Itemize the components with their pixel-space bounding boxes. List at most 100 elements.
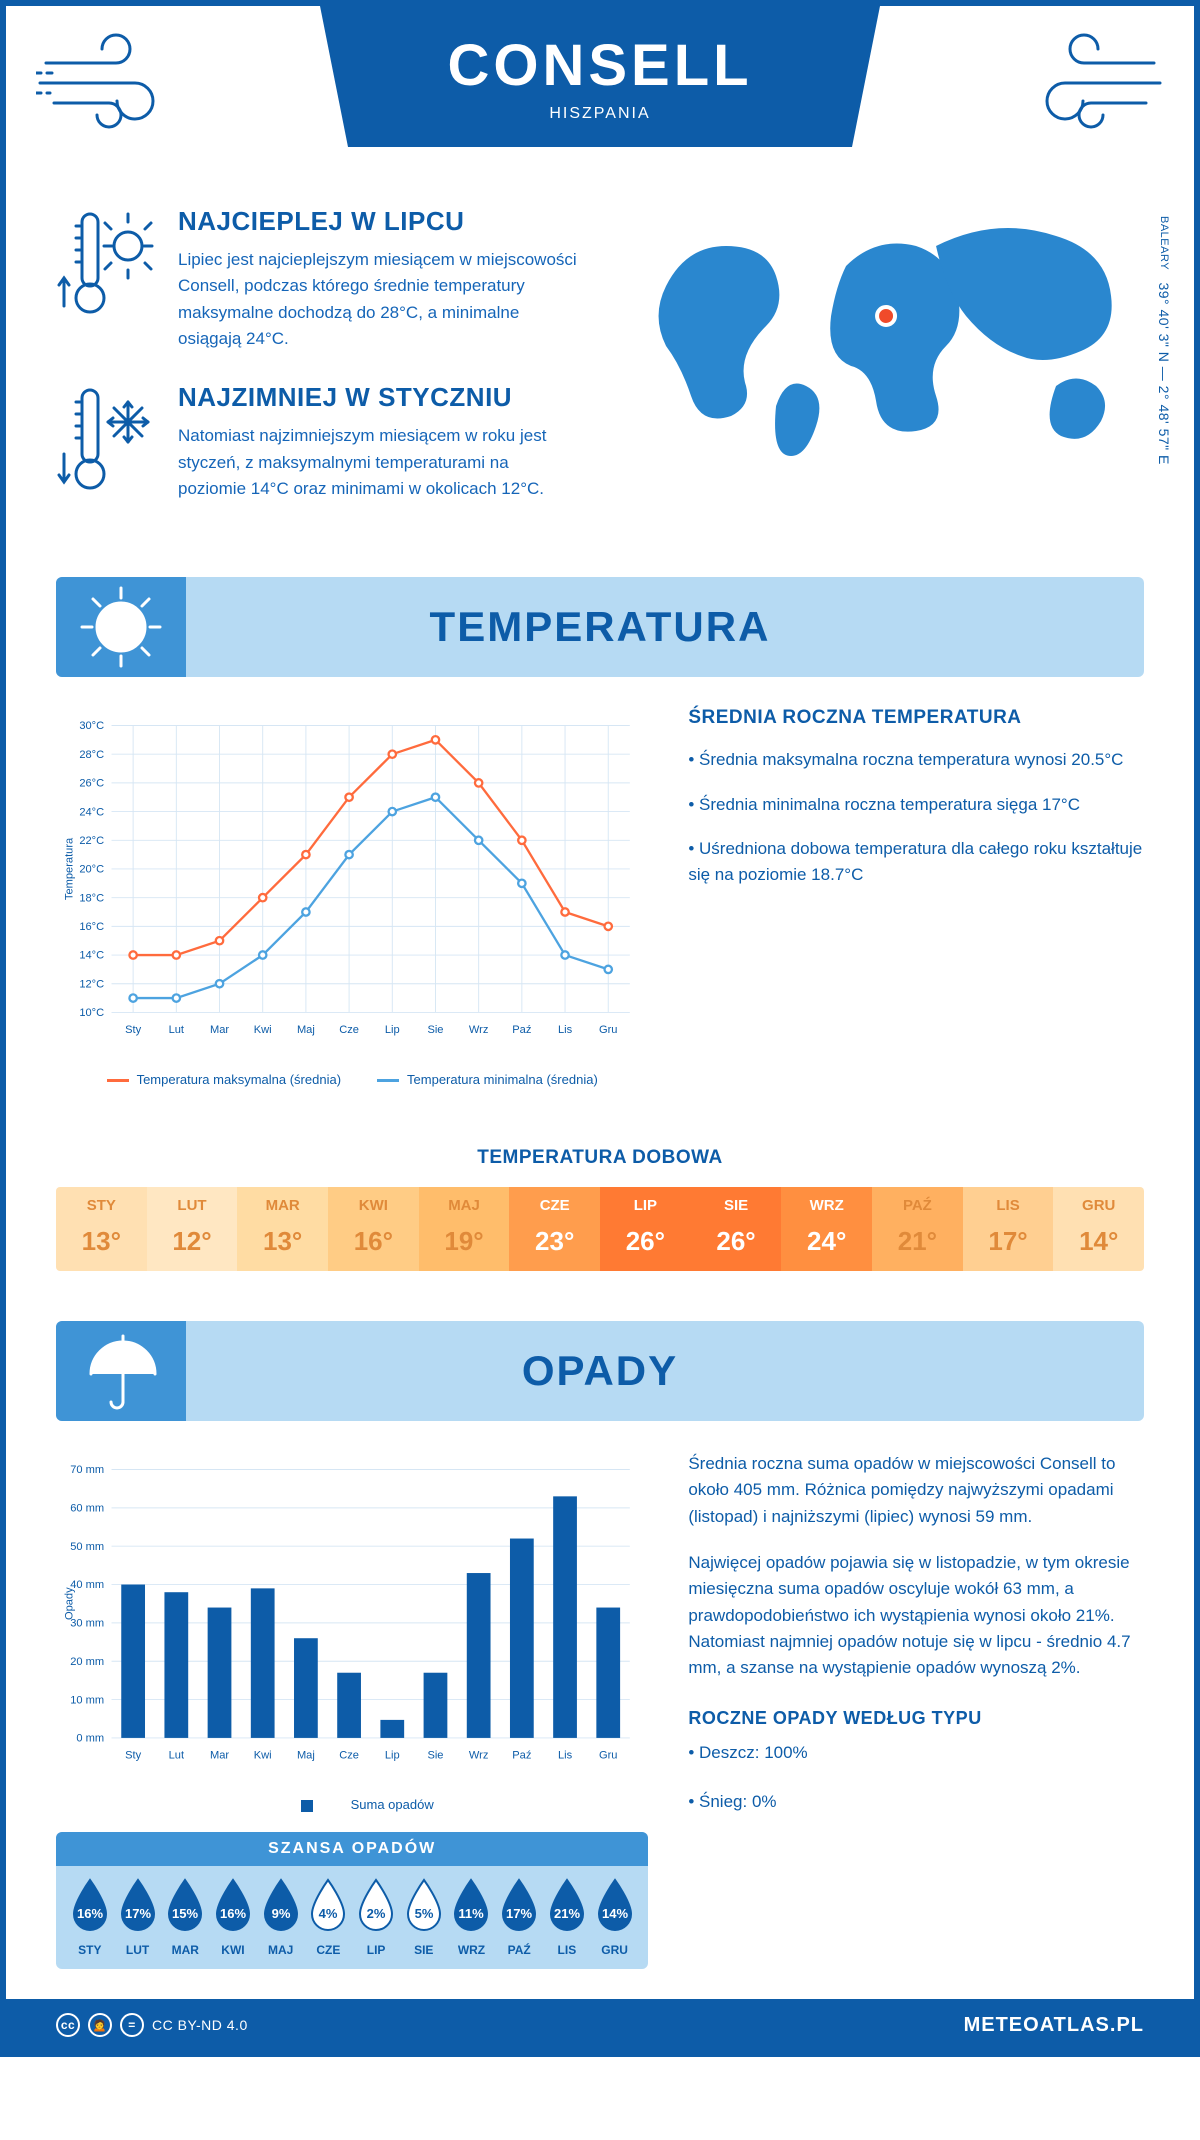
- svg-text:10 mm: 10 mm: [70, 1694, 104, 1706]
- site-name: METEOATLAS.PL: [964, 2014, 1144, 2037]
- svg-text:Sie: Sie: [427, 1749, 443, 1761]
- wind-icon: [36, 28, 186, 138]
- svg-text:12°C: 12°C: [79, 979, 104, 991]
- svg-text:70 mm: 70 mm: [70, 1464, 104, 1476]
- svg-text:Cze: Cze: [339, 1749, 359, 1761]
- daily-temp-cell: MAJ19°: [419, 1187, 510, 1271]
- daily-temp-cell: LIP26°: [600, 1187, 691, 1271]
- svg-text:Lis: Lis: [558, 1024, 573, 1036]
- chance-cell: 21% LIS: [543, 1878, 591, 1957]
- svg-text:Wrz: Wrz: [469, 1749, 489, 1761]
- temperature-legend: Temperatura maksymalna (średnia) Tempera…: [56, 1072, 648, 1087]
- legend-max: Temperatura maksymalna (średnia): [107, 1072, 341, 1087]
- svg-text:16%: 16%: [77, 1906, 103, 1921]
- daily-temp-cell: PAŹ21°: [872, 1187, 963, 1271]
- precipitation-bar-chart: 0 mm10 mm20 mm30 mm40 mm50 mm60 mm70 mmS…: [56, 1451, 648, 1784]
- chance-cell: 4% CZE: [305, 1878, 353, 1957]
- fact-cold-body: Natomiast najzimniejszym miesiącem w rok…: [178, 423, 578, 502]
- avg-annual-bullet: • Średnia minimalna roczna temperatura s…: [688, 792, 1144, 818]
- svg-text:Cze: Cze: [339, 1024, 359, 1036]
- umbrella-icon: [56, 1321, 186, 1421]
- nd-icon: =: [120, 2013, 144, 2037]
- coordinates: BALEARY 39° 40' 3" N — 2° 48' 57" E: [1156, 216, 1172, 465]
- svg-text:16%: 16%: [220, 1906, 246, 1921]
- svg-text:21%: 21%: [554, 1906, 580, 1921]
- svg-text:Kwi: Kwi: [254, 1024, 272, 1036]
- section-temperature-title: TEMPERATURA: [430, 603, 771, 651]
- header-banner: CONSELL HISZPANIA: [320, 6, 880, 147]
- precip-para-2: Najwięcej opadów pojawia się w listopadz…: [688, 1550, 1144, 1682]
- fact-hot-body: Lipiec jest najcieplejszym miesiącem w m…: [178, 247, 578, 352]
- daily-temp-cell: SIE26°: [691, 1187, 782, 1271]
- svg-text:50 mm: 50 mm: [70, 1541, 104, 1553]
- daily-temp-strip: STY13°LUT12°MAR13°KWI16°MAJ19°CZE23°LIP2…: [56, 1187, 1144, 1271]
- daily-temp-cell: LUT12°: [147, 1187, 238, 1271]
- svg-text:28°C: 28°C: [79, 749, 104, 761]
- legend-sum: Suma opadów: [321, 1797, 434, 1812]
- svg-text:22°C: 22°C: [79, 835, 104, 847]
- svg-text:Sie: Sie: [427, 1024, 443, 1036]
- svg-text:20 mm: 20 mm: [70, 1656, 104, 1668]
- svg-text:Kwi: Kwi: [254, 1749, 272, 1761]
- precip-type-bullet: • Deszcz: 100%: [688, 1739, 1144, 1768]
- daily-temp-cell: KWI16°: [328, 1187, 419, 1271]
- svg-text:11%: 11%: [459, 1906, 485, 1921]
- chance-cell: 9% MAJ: [257, 1878, 305, 1957]
- chance-cell: 17% LUT: [114, 1878, 162, 1957]
- temperature-line-chart: 10°C12°C14°C16°C18°C20°C22°C24°C26°C28°C…: [56, 707, 648, 1087]
- svg-text:18°C: 18°C: [79, 893, 104, 905]
- svg-text:Paź: Paź: [512, 1749, 531, 1761]
- section-temperature-banner: TEMPERATURA: [56, 577, 1144, 677]
- chance-title: SZANSA OPADÓW: [56, 1832, 648, 1866]
- chance-box: SZANSA OPADÓW 16% STY 17% LUT 15% MAR 16…: [56, 1832, 648, 1969]
- wind-icon: [1014, 28, 1164, 138]
- fact-hot: NAJCIEPLEJ W LIPCU Lipiec jest najcieple…: [56, 206, 598, 352]
- chance-cell: 14% GRU: [591, 1878, 639, 1957]
- svg-text:Lip: Lip: [385, 1749, 400, 1761]
- svg-text:17%: 17%: [125, 1906, 151, 1921]
- daily-temp-cell: STY13°: [56, 1187, 147, 1271]
- header: CONSELL HISZPANIA: [6, 6, 1194, 196]
- avg-annual-title: ŚREDNIA ROCZNA TEMPERATURA: [688, 707, 1144, 729]
- section-precipitation-banner: OPADY: [56, 1321, 1144, 1421]
- region-label: BALEARY: [1158, 216, 1170, 270]
- chance-cell: 2% LIP: [352, 1878, 400, 1957]
- daily-temp-cell: CZE23°: [509, 1187, 600, 1271]
- svg-text:4%: 4%: [319, 1906, 338, 1921]
- svg-text:26°C: 26°C: [79, 778, 104, 790]
- daily-temp-cell: GRU14°: [1053, 1187, 1144, 1271]
- avg-annual-bullet: • Uśredniona dobowa temperatura dla całe…: [688, 836, 1144, 889]
- svg-text:Maj: Maj: [297, 1749, 315, 1761]
- chance-cell: 15% MAR: [161, 1878, 209, 1957]
- precip-type-title: ROCZNE OPADY WEDŁUG TYPU: [688, 1708, 1144, 1729]
- thermometer-snow-icon: [56, 382, 156, 507]
- chance-cell: 16% STY: [66, 1878, 114, 1957]
- footer: cc 🙍 = CC BY-ND 4.0 METEOATLAS.PL: [6, 1999, 1194, 2051]
- city-title: CONSELL: [330, 32, 870, 99]
- daily-temp-cell: WRZ24°: [781, 1187, 872, 1271]
- svg-text:Sty: Sty: [125, 1749, 141, 1761]
- svg-text:17%: 17%: [506, 1906, 532, 1921]
- svg-text:30°C: 30°C: [79, 721, 104, 733]
- svg-text:Opady: Opady: [64, 1587, 76, 1620]
- svg-text:16°C: 16°C: [79, 921, 104, 933]
- daily-temp-cell: MAR13°: [237, 1187, 328, 1271]
- chance-cell: 16% KWI: [209, 1878, 257, 1957]
- svg-text:Maj: Maj: [297, 1024, 315, 1036]
- svg-text:9%: 9%: [271, 1906, 290, 1921]
- avg-annual-bullet: • Średnia maksymalna roczna temperatura …: [688, 747, 1144, 773]
- svg-text:10°C: 10°C: [79, 1008, 104, 1020]
- svg-text:14°C: 14°C: [79, 950, 104, 962]
- svg-text:Temperatura: Temperatura: [64, 837, 76, 900]
- svg-text:Lut: Lut: [169, 1024, 184, 1036]
- svg-text:Lut: Lut: [169, 1749, 184, 1761]
- svg-text:2%: 2%: [367, 1906, 386, 1921]
- svg-text:5%: 5%: [414, 1906, 433, 1921]
- legend-min: Temperatura minimalna (średnia): [377, 1072, 598, 1087]
- svg-text:Lis: Lis: [558, 1749, 573, 1761]
- svg-text:14%: 14%: [602, 1906, 628, 1921]
- sun-icon: [56, 577, 186, 677]
- svg-text:Paź: Paź: [512, 1024, 531, 1036]
- svg-text:Lip: Lip: [385, 1024, 400, 1036]
- thermometer-sun-icon: [56, 206, 156, 352]
